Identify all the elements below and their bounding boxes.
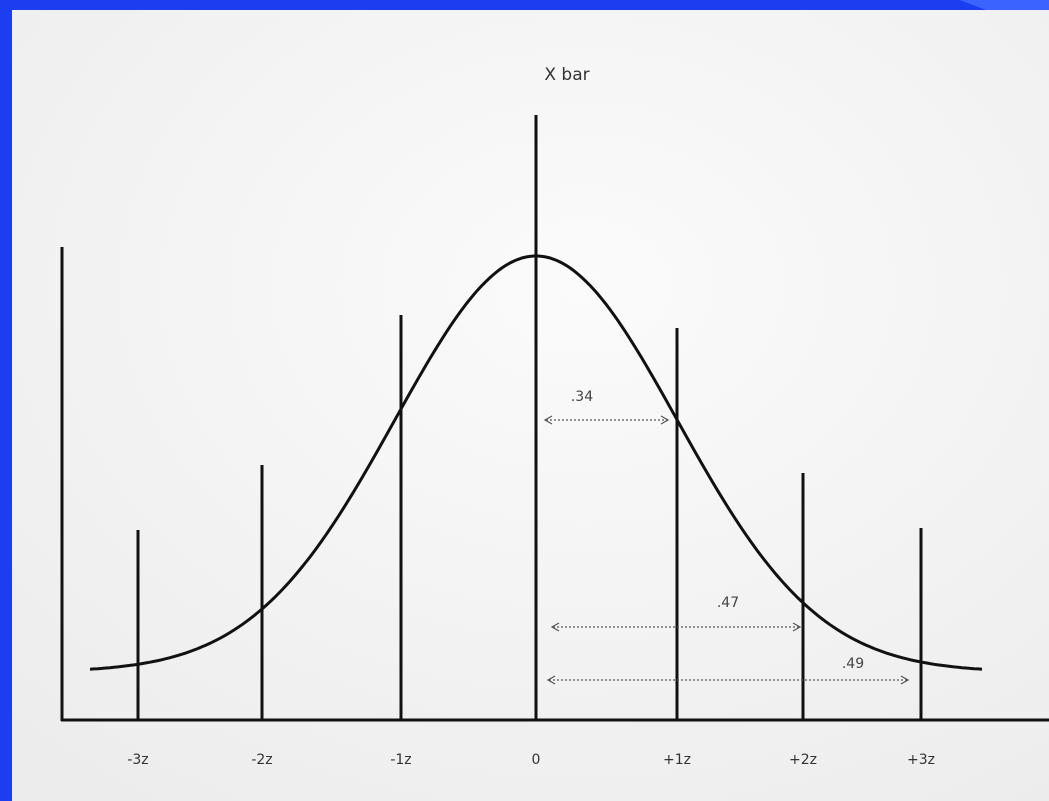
title: X bar xyxy=(544,65,589,85)
z-label: +2z xyxy=(789,752,817,768)
area-label: .34 xyxy=(571,389,593,405)
area-label: .49 xyxy=(842,656,864,672)
arrow-head xyxy=(546,675,910,685)
z-label: -1z xyxy=(390,752,411,768)
z-label: -3z xyxy=(127,752,148,768)
slide xyxy=(12,10,1049,801)
z-label: -2z xyxy=(251,752,272,768)
normal-curve xyxy=(89,254,983,671)
arrow-head xyxy=(550,622,802,632)
z-label: +3z xyxy=(907,752,935,768)
area-label: .47 xyxy=(717,595,739,611)
arrow-head xyxy=(543,415,670,425)
z-label: +1z xyxy=(663,752,691,768)
z-label: 0 xyxy=(532,752,541,768)
